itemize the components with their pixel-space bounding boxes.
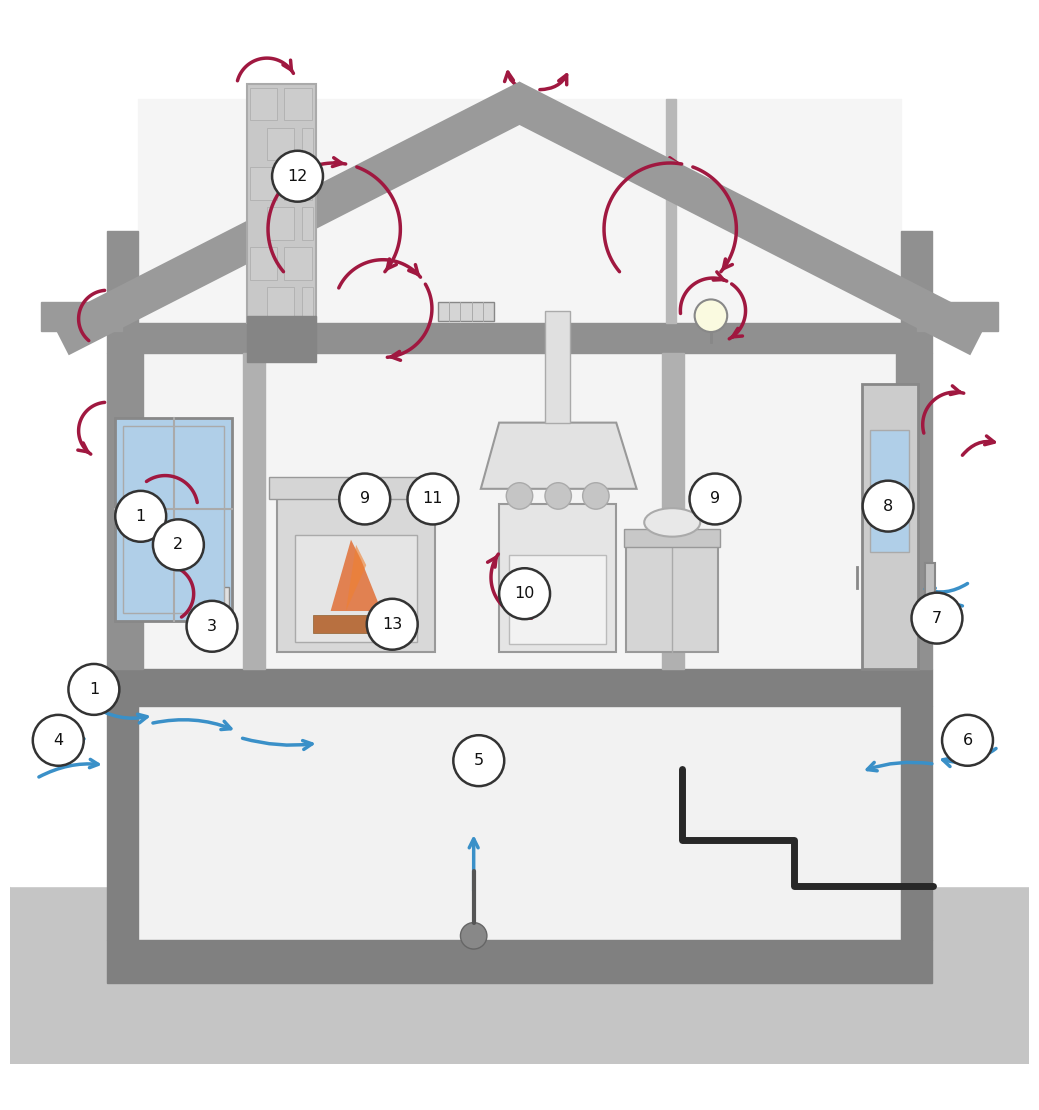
Bar <box>509 555 606 644</box>
Bar <box>209 586 230 609</box>
Bar <box>242 353 265 669</box>
Bar <box>285 248 312 280</box>
Circle shape <box>942 715 993 766</box>
Circle shape <box>499 568 550 619</box>
Bar <box>870 430 909 552</box>
Circle shape <box>272 151 323 202</box>
Bar <box>107 706 137 940</box>
Text: 5: 5 <box>474 754 484 768</box>
Bar <box>269 476 443 500</box>
Text: 6: 6 <box>962 733 973 748</box>
Bar <box>545 311 570 423</box>
Text: 1: 1 <box>136 508 145 524</box>
Bar <box>246 315 316 362</box>
Bar <box>137 99 902 323</box>
Circle shape <box>911 593 962 644</box>
Circle shape <box>187 601 238 652</box>
Text: 2: 2 <box>174 537 184 553</box>
Bar <box>301 128 313 160</box>
Bar <box>267 128 294 160</box>
Bar <box>666 99 676 323</box>
Circle shape <box>115 491 166 542</box>
Text: 3: 3 <box>207 618 217 634</box>
Bar <box>861 384 917 669</box>
Text: 13: 13 <box>382 617 402 632</box>
Text: 8: 8 <box>883 498 894 514</box>
Circle shape <box>340 474 391 524</box>
Text: 1: 1 <box>88 682 99 697</box>
Text: 9: 9 <box>359 492 370 506</box>
Bar <box>249 88 277 120</box>
Bar <box>107 231 137 323</box>
Bar <box>301 208 313 240</box>
Bar <box>142 353 897 669</box>
Circle shape <box>33 715 84 766</box>
Circle shape <box>69 664 119 715</box>
Bar <box>10 886 1029 1064</box>
Circle shape <box>367 598 418 649</box>
Bar <box>124 426 224 613</box>
Bar <box>267 208 294 240</box>
Circle shape <box>862 481 913 532</box>
Text: 10: 10 <box>514 586 535 602</box>
Bar <box>41 303 123 331</box>
Bar <box>10 46 1029 886</box>
Text: 9: 9 <box>710 492 720 506</box>
Bar <box>499 504 616 652</box>
Bar <box>285 88 312 120</box>
Bar <box>624 528 720 547</box>
Circle shape <box>545 483 571 509</box>
Bar <box>107 353 142 669</box>
Bar <box>107 323 932 353</box>
Bar <box>107 940 932 982</box>
Text: 7: 7 <box>932 610 942 626</box>
Bar <box>301 287 313 320</box>
Bar <box>662 353 685 669</box>
Bar <box>115 417 233 622</box>
Bar <box>897 353 932 669</box>
Bar <box>246 83 316 323</box>
Bar <box>285 168 312 200</box>
Bar <box>925 563 935 596</box>
Bar <box>916 303 998 331</box>
Circle shape <box>407 474 458 524</box>
Circle shape <box>453 735 504 786</box>
Polygon shape <box>481 423 637 488</box>
Bar <box>107 669 932 706</box>
Bar <box>901 231 932 323</box>
Bar <box>267 287 294 320</box>
Bar <box>249 248 277 280</box>
Bar <box>295 535 417 642</box>
Polygon shape <box>346 545 367 610</box>
Ellipse shape <box>644 508 700 536</box>
Polygon shape <box>502 81 988 355</box>
Text: 12: 12 <box>288 169 308 184</box>
Bar <box>263 99 273 323</box>
Circle shape <box>153 519 204 571</box>
Bar <box>438 303 494 321</box>
Circle shape <box>460 922 487 949</box>
Bar <box>313 615 399 634</box>
Polygon shape <box>51 81 537 355</box>
Circle shape <box>690 474 741 524</box>
Polygon shape <box>330 539 381 611</box>
Text: 4: 4 <box>53 733 63 748</box>
Circle shape <box>506 483 533 509</box>
Circle shape <box>695 300 727 332</box>
Bar <box>627 545 718 652</box>
Bar <box>901 706 932 940</box>
Bar <box>277 478 435 652</box>
Bar <box>137 706 902 940</box>
Text: 11: 11 <box>423 492 444 506</box>
Circle shape <box>583 483 609 509</box>
Bar <box>249 168 277 200</box>
